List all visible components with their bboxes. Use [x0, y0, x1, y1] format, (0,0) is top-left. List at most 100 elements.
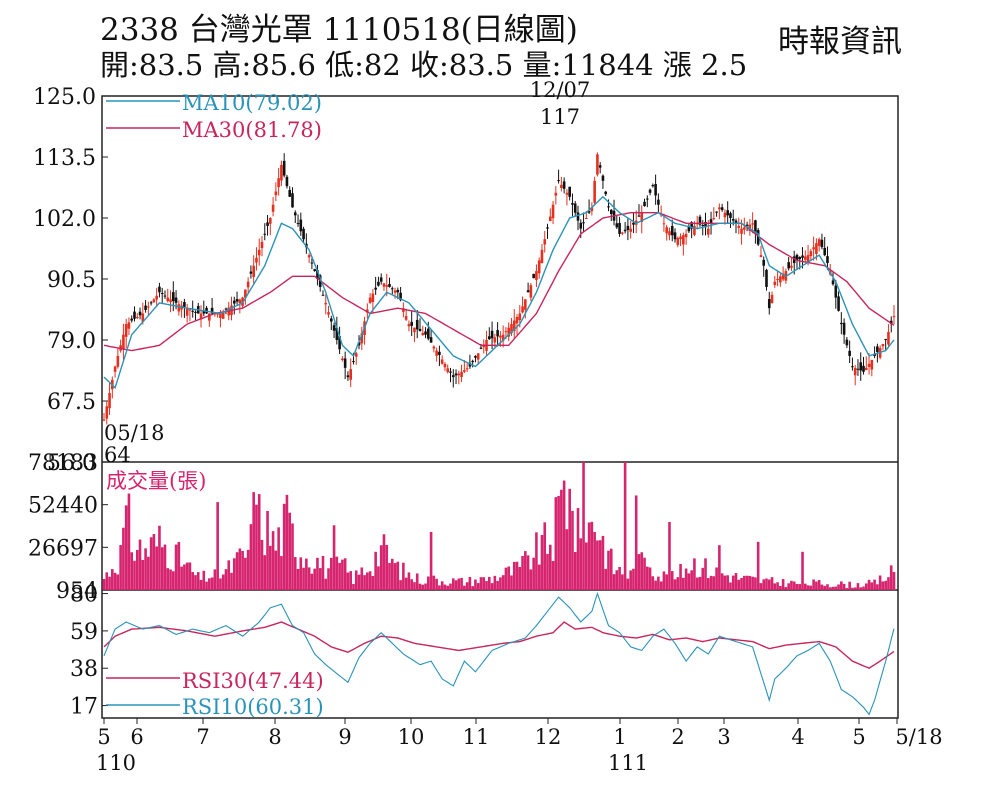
price-tick-label: 56.0 — [47, 451, 96, 476]
volume-bar — [665, 574, 669, 590]
volume-bar — [191, 572, 195, 590]
volume-bar — [668, 521, 671, 590]
candle-body — [621, 232, 624, 234]
volume-bar — [867, 579, 871, 590]
candle-body — [776, 279, 779, 280]
volume-bar — [623, 462, 627, 590]
candle-body — [568, 186, 571, 197]
candle-body — [332, 325, 336, 331]
candle-body — [510, 324, 513, 334]
volume-bar — [377, 566, 380, 590]
volume-bar — [285, 494, 289, 590]
month-tick-label: 9 — [338, 725, 351, 749]
volume-bar — [457, 578, 461, 590]
candle-body — [618, 222, 621, 234]
price-tick-label: 90.5 — [47, 268, 96, 293]
volume-bar — [809, 585, 813, 590]
high-date-annotation: 12/07 — [530, 78, 591, 102]
volume-bar — [269, 545, 272, 590]
candle-body — [701, 224, 705, 226]
volume-bar — [196, 572, 200, 590]
candle-body — [257, 249, 261, 256]
candle-body — [155, 295, 158, 300]
candle-body — [537, 260, 541, 274]
candle-body — [815, 243, 818, 254]
volume-bar — [892, 571, 896, 590]
volume-tick-label: 26697 — [28, 536, 98, 561]
volume-bar — [138, 539, 142, 590]
volume-bar — [781, 579, 785, 590]
volume-bar — [723, 575, 727, 590]
candle-body — [274, 191, 278, 196]
volume-bar — [374, 551, 377, 590]
volume-bar — [451, 578, 455, 590]
candle-body — [665, 227, 669, 234]
volume-bar — [540, 534, 544, 590]
volume-bar — [277, 527, 280, 590]
candle-body — [654, 184, 657, 196]
candle-body — [693, 225, 696, 235]
rsi-tick-label: 38 — [70, 657, 98, 682]
candle-body — [881, 343, 885, 347]
volume-bar — [152, 534, 156, 590]
candle-body — [160, 293, 164, 295]
candle-body — [562, 181, 566, 189]
volume-bar — [676, 577, 680, 590]
candle-body — [812, 247, 815, 250]
volume-bar — [571, 510, 574, 590]
volume-bar — [765, 578, 768, 590]
candle-body — [651, 185, 655, 187]
candle-body — [645, 198, 649, 200]
candle-body — [629, 228, 632, 232]
candle-body — [576, 212, 580, 221]
candle-body — [260, 241, 264, 249]
volume-bar — [884, 580, 887, 590]
candle-body — [113, 366, 117, 372]
volume-bar — [587, 522, 591, 590]
volume-bar — [704, 558, 707, 590]
volume-bar — [463, 585, 466, 590]
candle-body — [579, 222, 583, 229]
volume-bar — [393, 563, 397, 590]
volume-bar — [512, 561, 516, 590]
candle-body — [127, 322, 131, 329]
candle-body — [609, 209, 613, 215]
volume-bar — [208, 578, 211, 590]
volume-bar — [565, 529, 569, 590]
candle-body — [687, 226, 691, 232]
volume-bar — [507, 566, 511, 590]
volume-bar — [119, 545, 122, 590]
candle-body — [806, 255, 810, 263]
volume-bar — [213, 569, 217, 590]
volume-bar — [670, 571, 674, 590]
volume-bar — [468, 576, 472, 590]
candle-body — [390, 288, 394, 290]
volume-bar — [257, 494, 261, 590]
volume-bar — [396, 561, 400, 590]
volume-bar — [307, 567, 311, 590]
volume-bar — [171, 571, 175, 590]
volume-bar — [133, 560, 136, 590]
candle-body — [751, 223, 754, 225]
volume-bar — [343, 558, 347, 590]
candle-body — [859, 362, 863, 371]
volume-bar — [729, 582, 732, 590]
candle-body — [704, 222, 707, 228]
candle-body — [889, 320, 893, 325]
candle-body — [560, 184, 563, 188]
volume-bar — [845, 588, 849, 590]
volume-bar — [851, 587, 854, 590]
candle-body — [199, 313, 203, 320]
volume-bar — [806, 585, 810, 590]
rsi30-legend-label: RSI30(47.44) — [182, 669, 324, 693]
volume-bar — [684, 568, 688, 590]
candle-body — [133, 311, 136, 319]
volume-bar — [177, 541, 181, 590]
candle-body — [615, 223, 619, 228]
volume-bar — [357, 574, 361, 590]
volume-bar — [496, 580, 499, 590]
volume-bar — [546, 553, 549, 590]
volume-bar — [407, 572, 411, 590]
candle-body — [604, 191, 608, 195]
rsi30-line — [103, 621, 895, 669]
